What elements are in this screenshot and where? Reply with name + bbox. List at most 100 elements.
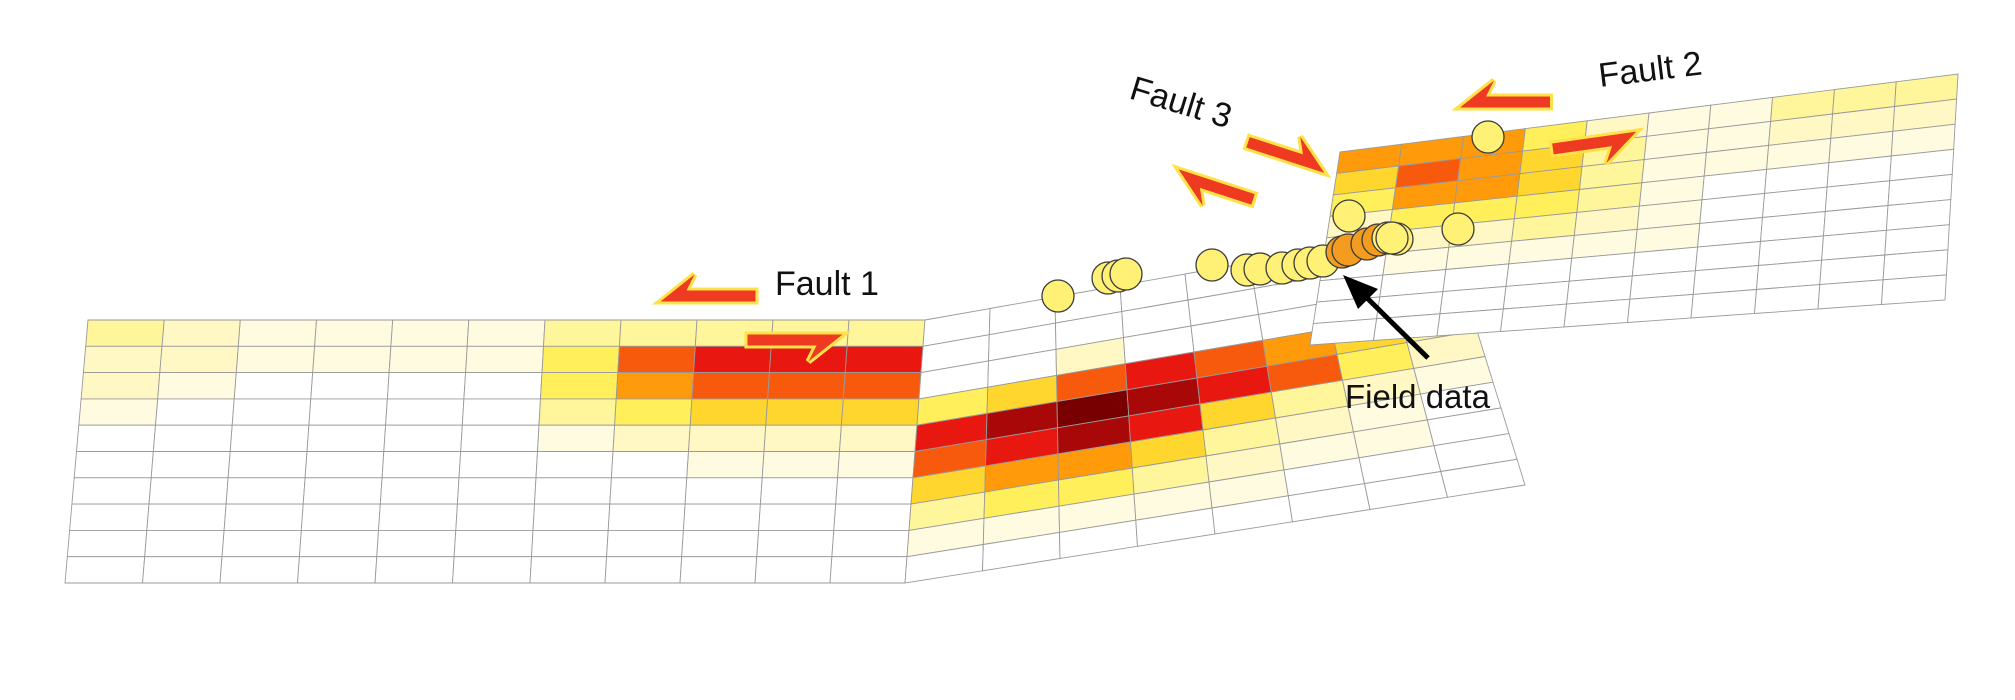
fault1-cell	[531, 529, 609, 558]
fault1-cell	[308, 398, 388, 426]
fault2-cell	[1309, 318, 1378, 346]
fault1-cell	[304, 451, 385, 479]
field-data-point	[1375, 221, 1409, 255]
fault1-cell	[759, 477, 839, 505]
fault1-cell	[374, 556, 455, 584]
fault1-cell	[460, 424, 540, 452]
fault2-label: Fault 2	[1596, 45, 1704, 95]
fault1-cell	[756, 529, 835, 558]
fault1-cell	[390, 319, 470, 347]
fault1-cell	[71, 477, 152, 505]
fault1-cell	[534, 477, 612, 505]
fault1-cell	[235, 345, 316, 374]
fault1-cell	[378, 503, 458, 531]
fault1-cell	[78, 398, 159, 426]
fault3-upper-arrow	[1246, 136, 1325, 173]
fault1-cell	[543, 319, 622, 347]
fault1-cell	[385, 398, 465, 426]
fault1-cell	[761, 451, 840, 479]
fault1-upper-arrow	[660, 274, 756, 302]
pointer-head	[1343, 275, 1378, 309]
fault1-cell	[614, 398, 693, 426]
fault1-cell	[376, 529, 457, 558]
fault1-cell	[453, 529, 534, 558]
fault1-cell	[80, 372, 161, 400]
field-data-point	[1195, 248, 1229, 282]
fault1-cell	[152, 424, 233, 452]
fault2-cell	[1817, 279, 1884, 310]
fault1-cell	[466, 319, 546, 347]
fault1-cell	[298, 529, 379, 558]
fault1-cell	[85, 319, 165, 347]
fault1-cell	[452, 556, 532, 584]
fault1-cell	[839, 424, 918, 452]
pointer-shaft	[1360, 291, 1430, 360]
fault1-cell	[461, 398, 541, 426]
fault1-cell	[535, 451, 614, 479]
fault1-cell	[540, 372, 619, 400]
fault1-cell	[227, 451, 308, 479]
fault1-cell	[76, 424, 156, 452]
fault1-cell	[684, 477, 763, 505]
fault1-cell	[456, 477, 537, 505]
fault1-cell	[300, 503, 381, 531]
fault1-cell	[686, 451, 765, 479]
fault1-cell	[221, 529, 302, 558]
fault2-cell	[1626, 293, 1694, 323]
fault1-cell	[765, 398, 844, 426]
fault1-cell	[754, 556, 833, 584]
fault1-cell	[604, 556, 683, 584]
fault1-cell	[617, 345, 696, 374]
fault1-cell	[144, 529, 225, 558]
fault1-cell	[618, 319, 698, 347]
fault1-cell	[161, 319, 241, 347]
fault1-cell	[312, 345, 392, 374]
fault1-cell	[455, 503, 535, 531]
fault1-cell	[610, 451, 689, 479]
fault1-cell	[383, 424, 463, 452]
fault1-cell	[840, 398, 920, 426]
fault1-cell	[233, 372, 314, 400]
fault2-cell	[1436, 308, 1504, 337]
field-data-point	[1332, 199, 1366, 233]
field-data-point	[1471, 120, 1505, 154]
fault1-cell	[833, 503, 912, 531]
fault1-cell	[159, 345, 239, 374]
fault1-cell	[465, 345, 544, 374]
field-data-pointer	[1343, 275, 1430, 360]
fault2-lower-arrow	[1552, 131, 1637, 164]
fault1-cell	[237, 319, 317, 347]
fault1-cell	[225, 477, 306, 505]
fault1-cell	[157, 372, 237, 400]
fault1-cell	[532, 503, 611, 531]
field-data-label: Field data	[1345, 378, 1491, 415]
fault1-cell	[463, 372, 543, 400]
fault1-cell	[837, 451, 916, 479]
fault1-cell	[688, 424, 767, 452]
fault1-cell	[529, 556, 608, 584]
fault1-cell	[844, 345, 924, 374]
fault1-cell	[69, 503, 150, 531]
fault1-cell	[310, 372, 390, 400]
fault1-cell	[386, 372, 467, 400]
fault1-cell	[314, 319, 394, 347]
fault1-cell	[229, 424, 310, 452]
fault1-cell	[302, 477, 383, 505]
field-data-point	[1441, 212, 1475, 246]
fault1-cell	[763, 424, 842, 452]
fault1-cell	[219, 556, 300, 584]
fault1-cell	[831, 529, 910, 558]
fault1-cell	[148, 477, 229, 505]
fault1-cell	[846, 319, 926, 347]
fault1-cell	[73, 451, 154, 479]
fault2-cell	[1754, 284, 1821, 314]
fault1-cell	[689, 398, 769, 426]
fault1-cell	[829, 556, 908, 584]
fault2-cell	[1881, 274, 1947, 305]
fault1-cell	[609, 477, 688, 505]
fault1-cell	[142, 556, 223, 584]
fault1-cell	[606, 529, 684, 558]
fault1-cell	[691, 372, 770, 400]
